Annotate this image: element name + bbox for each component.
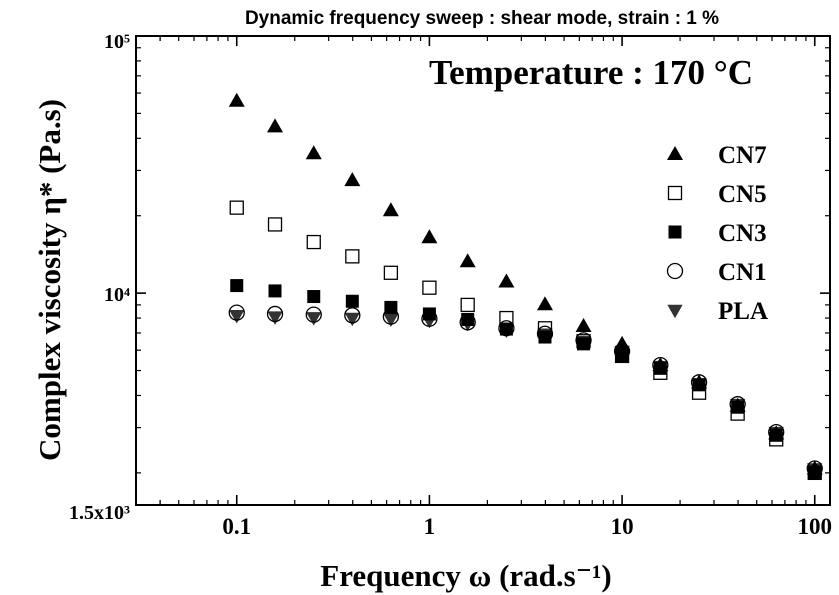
data-point-cn7 [729,397,746,412]
data-point-cn7 [305,145,322,160]
legend-marker-cn1 [666,262,684,280]
data-point-cn5 [306,234,321,250]
legend-label: CN5 [718,181,767,208]
data-point-cn3 [345,294,359,308]
series-cn5 [229,200,822,481]
data-point-cn5 [383,265,399,280]
legend-item-pla: PLA [667,298,768,325]
data-point-cn7 [768,425,785,440]
series-pla [229,310,823,477]
temperature-annotation: Temperature : 170 °C [429,53,753,92]
y-tick-label: 1.5x10³ [69,502,130,524]
data-point-cn3 [577,337,591,351]
series-cn7 [228,92,823,475]
x-tick-labels: 0.1 1 10 100 [222,514,832,539]
legend: CN7 CN5 CN3 CN1 PLA [666,142,768,325]
legend-label: CN7 [718,142,767,169]
data-point-pla [229,310,245,324]
x-tick-label: 1 [424,514,436,539]
data-point-cn1 [266,305,284,323]
y-tick-labels: 1.5x10³ 10⁴ 10⁵ [69,31,130,524]
data-point-cn7 [575,318,592,333]
data-point-cn1 [228,304,245,321]
data-point-cn5 [460,297,475,313]
legend-item-cn3: CN3 [668,220,767,247]
legend-label: CN3 [718,220,767,247]
y-axis-label: Complex viscosity η* (Pa.s) [32,99,67,461]
data-point-cn3 [538,330,552,344]
legend-item-cn7: CN7 [667,142,767,169]
data-point-cn5 [267,217,283,232]
data-point-cn7 [536,296,553,311]
data-point-cn3 [499,322,513,336]
y-tick-label: 10⁴ [104,284,130,306]
data-point-cn7 [382,202,399,217]
data-point-cn7 [614,335,631,350]
data-point-cn7 [228,92,245,107]
data-point-cn5 [345,249,360,264]
data-point-cn7 [691,374,708,389]
data-point-pla [344,312,360,327]
data-point-cn5 [229,200,244,215]
data-point-cn7 [459,253,476,268]
data-point-cn3 [307,290,321,304]
data-point-cn7 [498,273,515,288]
legend-item-cn5: CN5 [667,181,767,208]
legend-marker-cn5 [667,185,683,201]
data-point-cn5 [422,280,437,295]
data-point-pla [383,313,399,327]
data-point-cn7 [344,172,361,187]
data-point-cn3 [461,312,475,326]
data-point-cn7 [652,357,669,372]
plot-frame [135,35,831,506]
legend-label: PLA [718,298,768,325]
data-point-cn3 [230,279,244,293]
x-tick-label: 10 [611,514,634,539]
series-cn1 [228,304,823,477]
data-point-cn3 [268,284,282,298]
data-point-cn1 [305,306,322,323]
data-point-cn7 [806,460,823,475]
data-point-pla [267,311,283,325]
data-point-cn3 [615,349,629,363]
data-point-cn7 [267,118,284,133]
x-axis-label: Frequency ω (rad.s⁻¹) [320,558,611,593]
x-tick-label: 100 [797,514,832,539]
data-point-cn1 [498,320,515,337]
data-point-cn7 [421,229,438,244]
y-tick-label: 10⁵ [104,31,130,53]
data-point-cn5 [499,310,514,326]
legend-marker-pla [667,304,683,319]
data-point-cn3 [384,300,398,314]
legend-label: CN1 [718,259,767,286]
data-point-cn5 [537,321,553,336]
data-point-cn5 [576,334,591,349]
data-point-pla [306,312,322,326]
data-point-cn1 [344,307,361,324]
data-markers [228,92,823,481]
data-point-cn3 [422,307,436,321]
legend-item-cn1: CN1 [666,259,767,286]
legend-marker-cn7 [667,146,683,160]
axis-ticks [136,35,830,505]
legend-marker-cn3 [668,225,682,239]
chart-title: Dynamic frequency sweep : shear mode, st… [245,8,719,29]
x-tick-label: 0.1 [222,514,251,539]
